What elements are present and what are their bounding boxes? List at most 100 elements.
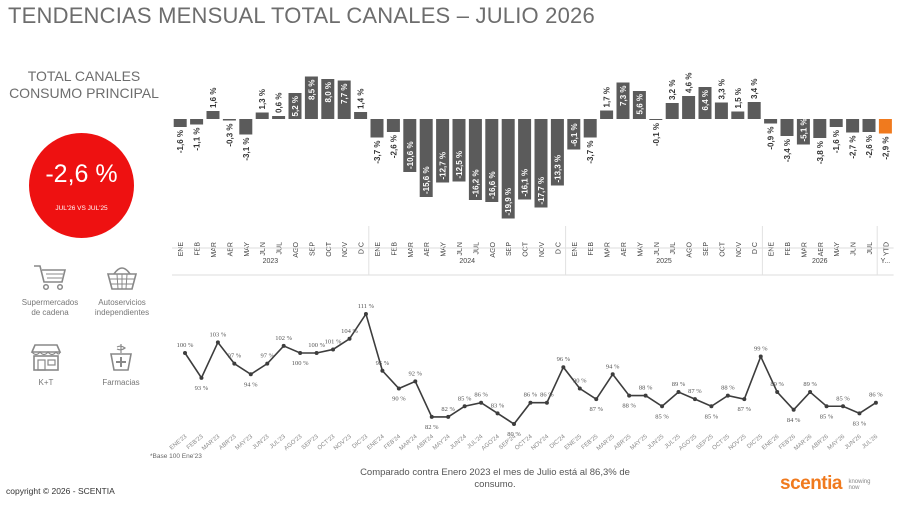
bar xyxy=(583,119,597,138)
line-data-label: 85 % xyxy=(705,413,719,420)
shopping-basket-icon xyxy=(106,267,138,290)
line-data-label: 94 % xyxy=(606,363,620,370)
year-label: 2023 xyxy=(263,258,279,265)
bar xyxy=(649,119,663,120)
bar xyxy=(304,76,318,119)
line-data-label: 111 % xyxy=(358,303,375,310)
line-x-tick-label: JUN'24 xyxy=(449,434,468,452)
bar-data-label: -1,6 % xyxy=(832,130,841,153)
channel-label-line1: K+T xyxy=(38,378,54,387)
month-tick-label: OCT xyxy=(719,241,726,257)
bar xyxy=(354,112,368,119)
bar-data-label: 1,5 % xyxy=(734,88,743,108)
month-tick-label: ENE xyxy=(178,242,185,257)
bar xyxy=(321,79,335,119)
month-tick-label: FEB xyxy=(391,242,398,256)
bar xyxy=(288,93,302,119)
line-point xyxy=(462,404,467,409)
line-point xyxy=(660,404,665,409)
month-tick-label: SEP xyxy=(506,242,513,256)
line-data-label: 90 % xyxy=(573,378,587,385)
bar xyxy=(714,102,728,119)
line-point xyxy=(215,340,220,345)
monthly-trend-bar-chart: -1,6 % ENE -1,1 % FEB 1,6 % MAR -0,3 % ABR -3,1 … xyxy=(172,73,894,276)
line-point xyxy=(314,351,319,355)
line-x-tick-label: MAR'26 xyxy=(793,434,814,453)
bar xyxy=(862,119,876,132)
month-tick-label: NOV xyxy=(736,242,743,258)
line-x-tick-label: ENE'24 xyxy=(366,434,386,452)
line-point xyxy=(363,311,368,316)
bar-data-label: -2,6 % xyxy=(389,135,398,158)
line-x-tick-label: MAY'24 xyxy=(432,434,452,452)
line-point xyxy=(281,343,286,348)
bar-data-label: -2,7 % xyxy=(849,136,858,159)
line-point xyxy=(199,375,204,380)
bar-data-label: -15,6 % xyxy=(422,166,431,194)
month-tick-label: MAY xyxy=(441,242,448,257)
channel-farmacias[interactable]: Farmacias xyxy=(75,342,167,388)
bar-data-label: 1,3 % xyxy=(258,89,267,109)
line-point xyxy=(298,351,303,355)
index-line xyxy=(184,312,877,426)
line-point xyxy=(610,372,615,377)
line-data-label: 83 % xyxy=(491,402,505,409)
channel-label-line1: Farmacias xyxy=(102,378,140,387)
channel-supermercados[interactable]: Supermercados de cadena xyxy=(4,262,96,318)
bar-data-label: -19,9 % xyxy=(504,188,513,216)
month-tick-label: ABR xyxy=(621,242,628,256)
bar xyxy=(780,119,794,136)
line-x-tick-label: MAR'25 xyxy=(596,434,617,453)
year-label: Y... xyxy=(881,258,891,265)
bar xyxy=(436,119,450,183)
line-data-label: 83 % xyxy=(853,420,867,427)
line-point xyxy=(347,336,352,341)
bar-data-label: -1,1 % xyxy=(193,128,202,151)
month-tick-label: FEB xyxy=(588,242,595,256)
line-data-label: 84 % xyxy=(787,417,801,424)
comparison-text: Comparado contra Enero 2023 el mes de Ju… xyxy=(330,467,660,491)
line-x-tick-label: NOV'24 xyxy=(530,434,550,452)
bar xyxy=(468,119,482,200)
month-tick-label: ABR xyxy=(227,242,234,256)
line-data-label: 96 % xyxy=(557,356,571,363)
bar-data-label: 6,4 % xyxy=(701,90,710,110)
line-point xyxy=(873,400,878,405)
bar xyxy=(255,112,269,119)
bar xyxy=(222,119,236,121)
line-x-tick-label: MAR'23 xyxy=(201,434,222,453)
bar-data-label: -12,5 % xyxy=(455,151,464,179)
line-x-tick-label: MAR'24 xyxy=(399,434,420,453)
logo-tagline: knowing now xyxy=(848,479,870,491)
line-data-label: 85 % xyxy=(655,413,669,420)
month-tick-label: ENE xyxy=(572,242,579,257)
line-point xyxy=(725,393,730,398)
bar-data-label: 5,2 % xyxy=(291,96,300,116)
bar-data-label: -5,1 % xyxy=(799,118,808,141)
bar xyxy=(731,111,745,119)
line-data-label: 99 % xyxy=(754,346,768,353)
bar xyxy=(682,96,696,119)
channel-kt[interactable]: K+T xyxy=(0,342,92,388)
month-tick-label: JUN xyxy=(654,242,661,256)
bar xyxy=(419,119,433,197)
line-data-label: 87 % xyxy=(688,388,702,395)
bar-data-label: 8,5 % xyxy=(307,80,316,100)
bar xyxy=(846,119,860,133)
month-tick-label: YTD xyxy=(883,242,890,256)
line-data-label: 86 % xyxy=(869,392,883,399)
bar-data-label: -3,1 % xyxy=(242,138,251,161)
bar xyxy=(272,116,286,119)
line-x-tick-label: NOV'25 xyxy=(728,434,748,452)
bar-data-label: -3,7 % xyxy=(586,141,595,164)
month-tick-label: JUN xyxy=(851,242,858,256)
line-data-label: 100 % xyxy=(177,342,194,349)
channel-autoservicios[interactable]: Autoservicios independientes xyxy=(76,262,168,318)
logo-word: scentia xyxy=(780,473,842,494)
month-tick-label: JUN xyxy=(457,242,464,256)
month-tick-label: AGO xyxy=(490,241,497,257)
line-data-label: 86 % xyxy=(524,392,538,399)
bar xyxy=(452,119,466,182)
kpi-value: -2,6 % xyxy=(45,160,118,188)
